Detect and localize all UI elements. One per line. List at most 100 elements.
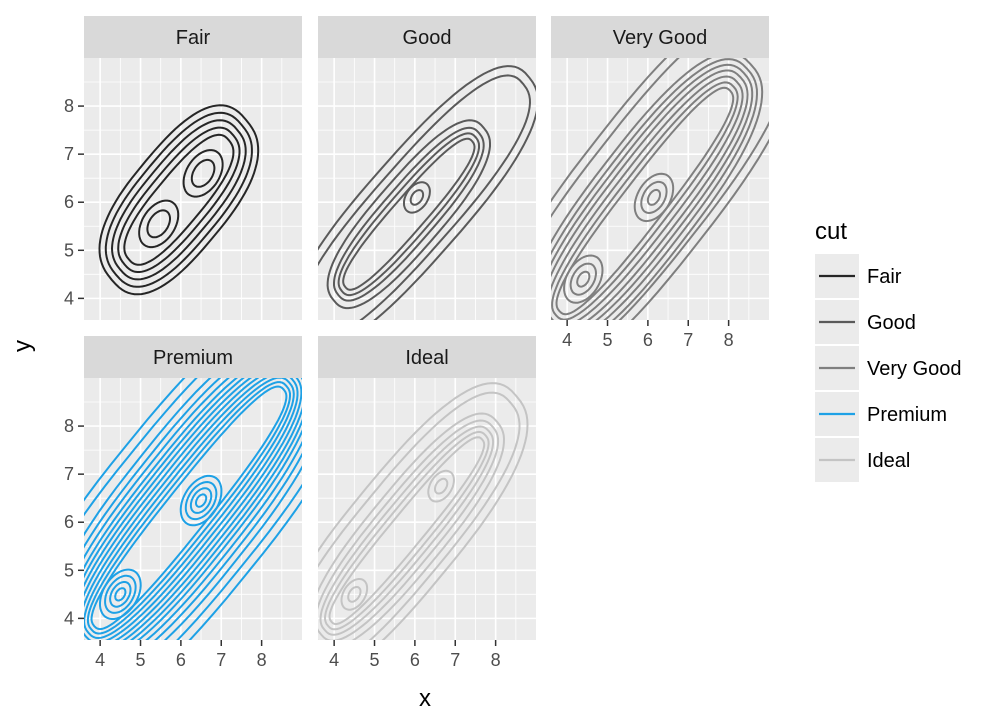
- y-tick-label: 5: [64, 240, 74, 260]
- facet-strip-label: Premium: [153, 347, 233, 369]
- x-tick-label: 7: [683, 330, 693, 350]
- y-tick-label: 7: [64, 144, 74, 164]
- facet-strip: [318, 16, 536, 58]
- x-tick-label: 8: [491, 650, 501, 670]
- contour-line: [138, 199, 180, 249]
- contour-line: [427, 469, 455, 503]
- contour-line: [190, 158, 216, 188]
- x-tick-label: 8: [257, 650, 267, 670]
- legend: cut Fair Good Very Good Premium Ideal: [815, 218, 962, 482]
- legend-label: Good: [867, 312, 916, 334]
- panel-very-good: Very Good: [551, 16, 769, 320]
- contour-line: [84, 378, 302, 640]
- legend-title: cut: [815, 218, 847, 245]
- contour-line: [551, 75, 744, 320]
- panel-fair: Fair: [84, 16, 302, 320]
- contour-line: [340, 578, 369, 611]
- contour-line: [318, 419, 500, 640]
- grid: [84, 58, 302, 320]
- x-tick-label: 7: [450, 650, 460, 670]
- contour-line: [84, 378, 302, 640]
- contour-line: [104, 574, 137, 614]
- panels-layer: Fair Good Very Good Premium Ideal: [84, 16, 769, 640]
- contour-line: [328, 436, 486, 626]
- density-contours: [318, 65, 536, 320]
- x-tick-label: 6: [176, 650, 186, 670]
- contour-line: [84, 378, 302, 640]
- contour-line: [555, 86, 735, 316]
- contour-line: [342, 137, 476, 291]
- y-tick-label: 4: [64, 288, 74, 308]
- facet-strip-label: Good: [403, 27, 452, 49]
- contour-line: [84, 378, 302, 640]
- contour-line: [318, 74, 532, 320]
- density-contours: [551, 58, 769, 320]
- x-tick-label: 7: [216, 650, 226, 670]
- legend-label: Premium: [867, 404, 947, 426]
- contour-line: [98, 104, 260, 296]
- contour-line: [117, 126, 241, 273]
- x-tick-label: 4: [329, 650, 339, 670]
- contour-line: [99, 568, 142, 620]
- y-tick-label: 8: [64, 96, 74, 116]
- contour-line: [551, 81, 739, 320]
- x-axis-title: x: [419, 685, 431, 712]
- contour-line: [551, 58, 764, 320]
- contour-line: [184, 480, 218, 521]
- legend-item: Good: [815, 300, 916, 344]
- x-tick-label: 5: [136, 650, 146, 670]
- y-tick-label: 4: [64, 608, 74, 628]
- contour-line: [123, 133, 235, 266]
- y-tick-label: 8: [64, 416, 74, 436]
- facet-strip: [84, 336, 302, 378]
- contour-line: [337, 132, 480, 297]
- axes-layer: 4 5 6 7 8 4 5 6 7 8 4 5 6 7 8 4 5 6 7 8 4 5 6 7 8: [64, 96, 734, 670]
- contour-line: [576, 270, 591, 288]
- contour-line: [318, 412, 506, 640]
- density-contours: [84, 378, 302, 640]
- x-tick-label: 8: [724, 330, 734, 350]
- facet-strip: [318, 336, 536, 378]
- x-tick-label: 6: [410, 650, 420, 670]
- contour-line: [318, 391, 521, 640]
- y-axis-title: y: [9, 340, 36, 352]
- contour-line: [146, 209, 171, 239]
- facet-strip-label: Ideal: [405, 347, 448, 369]
- contour-line: [104, 111, 253, 288]
- panel-background: [318, 58, 536, 320]
- contour-line: [189, 487, 213, 514]
- density-contours: [98, 104, 260, 296]
- contour-line: [318, 382, 529, 640]
- contour-line: [319, 425, 495, 636]
- density-contours: [318, 382, 529, 640]
- contour-line: [551, 58, 759, 320]
- contour-line: [179, 474, 223, 527]
- contour-line: [347, 586, 362, 603]
- legend-label: Very Good: [867, 358, 962, 380]
- contour-line: [86, 381, 291, 635]
- contour-line: [84, 378, 295, 640]
- contour-line: [84, 378, 302, 640]
- panel-premium: Premium: [84, 336, 302, 640]
- panel-good: Good: [318, 16, 536, 320]
- facet-strip-label: Fair: [176, 27, 211, 49]
- contour-line: [333, 126, 485, 302]
- x-tick-label: 4: [562, 330, 572, 350]
- x-tick-label: 6: [643, 330, 653, 350]
- contour-line: [110, 119, 247, 281]
- legend-item: Fair: [815, 254, 902, 298]
- contour-line: [563, 254, 604, 304]
- contour-line: [90, 385, 288, 631]
- contour-line: [114, 587, 127, 602]
- contour-line: [646, 188, 661, 206]
- panel-background: [84, 58, 302, 320]
- contour-line: [109, 581, 132, 608]
- legend-item: Premium: [815, 392, 947, 436]
- y-tick-label: 7: [64, 464, 74, 484]
- contour-line: [569, 262, 598, 296]
- x-tick-label: 4: [95, 650, 105, 670]
- contour-line: [551, 58, 769, 320]
- contour-line: [551, 69, 749, 320]
- y-tick-label: 6: [64, 192, 74, 212]
- contour-line: [409, 189, 425, 206]
